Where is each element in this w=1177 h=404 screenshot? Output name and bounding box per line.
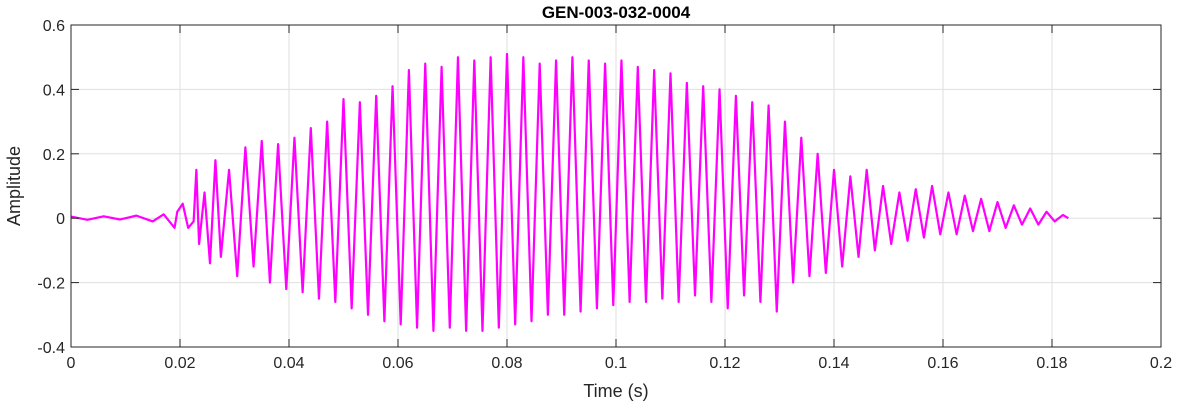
x-tick-label: 0.04 xyxy=(273,355,304,372)
y-axis-ticks: -0.4 -0.2 0 0.2 0.4 0.6 xyxy=(37,18,1161,357)
x-axis-ticks: 0 0.02 0.04 0.06 0.08 0.1 0.12 0.14 0.16 0.18 0.2 xyxy=(67,25,1172,372)
x-axis-label: Time (s) xyxy=(583,381,648,401)
x-tick-label: 0.1 xyxy=(605,355,627,372)
x-tick-label: 0.14 xyxy=(818,355,849,372)
series-layer xyxy=(70,52,1069,332)
y-axis-label: Amplitude xyxy=(4,146,24,226)
y-tick-label: 0.4 xyxy=(43,82,65,99)
y-tick-label: 0.2 xyxy=(43,147,65,164)
x-tick-label: 0.2 xyxy=(1150,355,1172,372)
y-tick-label: 0.6 xyxy=(43,18,65,35)
x-tick-label: 0.12 xyxy=(709,355,740,372)
x-tick-label: 0 xyxy=(67,355,76,372)
y-tick-label: 0 xyxy=(56,211,65,228)
amplitude-series-line xyxy=(70,52,1069,332)
x-tick-label: 0.08 xyxy=(491,355,522,372)
y-tick-label: -0.2 xyxy=(37,276,65,293)
x-tick-label: 0.06 xyxy=(382,355,413,372)
x-tick-label: 0.16 xyxy=(927,355,958,372)
x-tick-label: 0.18 xyxy=(1036,355,1067,372)
x-tick-label: 0.02 xyxy=(164,355,195,372)
y-tick-label: -0.4 xyxy=(37,340,65,357)
chart-title: GEN-003-032-0004 xyxy=(542,3,691,22)
